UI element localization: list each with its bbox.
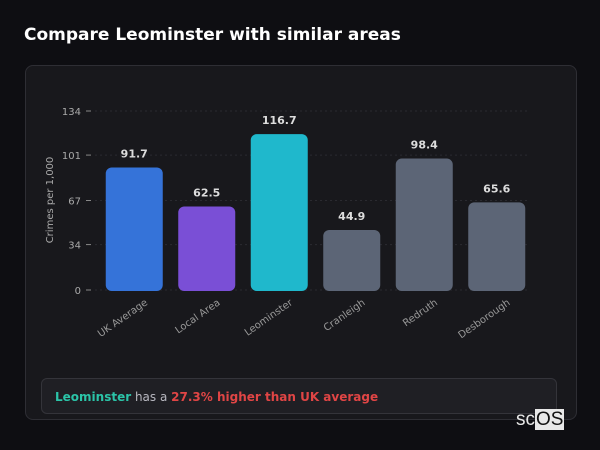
y-tick-label: 134 <box>62 107 81 118</box>
page-title: Compare Leominster with similar areas <box>24 25 401 45</box>
data-label: 44.9 <box>338 210 365 223</box>
comparison-note: Leominster has a 27.3% higher than UK av… <box>41 378 557 414</box>
data-label: 116.7 <box>262 114 297 127</box>
data-label: 98.4 <box>411 139 438 152</box>
bar <box>468 202 526 291</box>
bar <box>395 158 453 291</box>
area-name: Leominster <box>55 390 132 404</box>
bar <box>250 134 308 291</box>
x-tick-label: Desborough <box>457 297 513 341</box>
x-tick-label: Leominster <box>243 297 296 339</box>
y-tick-label: 0 <box>75 286 81 297</box>
y-tick-label: 67 <box>68 197 81 208</box>
y-axis-label: Crimes per 1,000 <box>45 157 56 244</box>
comparison-highlight: 27.3% higher than UK average <box>171 390 379 404</box>
x-tick-label: Local Area <box>173 297 222 336</box>
data-label: 91.7 <box>121 148 148 161</box>
y-tick-label: 34 <box>68 241 81 252</box>
x-tick-label: Redruth <box>401 297 440 329</box>
bar <box>178 206 236 291</box>
scos-logo: scOS <box>516 409 565 430</box>
data-label: 65.6 <box>483 182 510 195</box>
x-tick-label: Cranleigh <box>322 297 368 334</box>
data-label: 62.5 <box>193 187 220 200</box>
y-tick-label: 101 <box>62 151 81 162</box>
x-tick-label: UK Average <box>96 297 150 339</box>
note-text: has a <box>131 390 172 404</box>
bar <box>323 230 381 291</box>
bar <box>105 167 163 291</box>
